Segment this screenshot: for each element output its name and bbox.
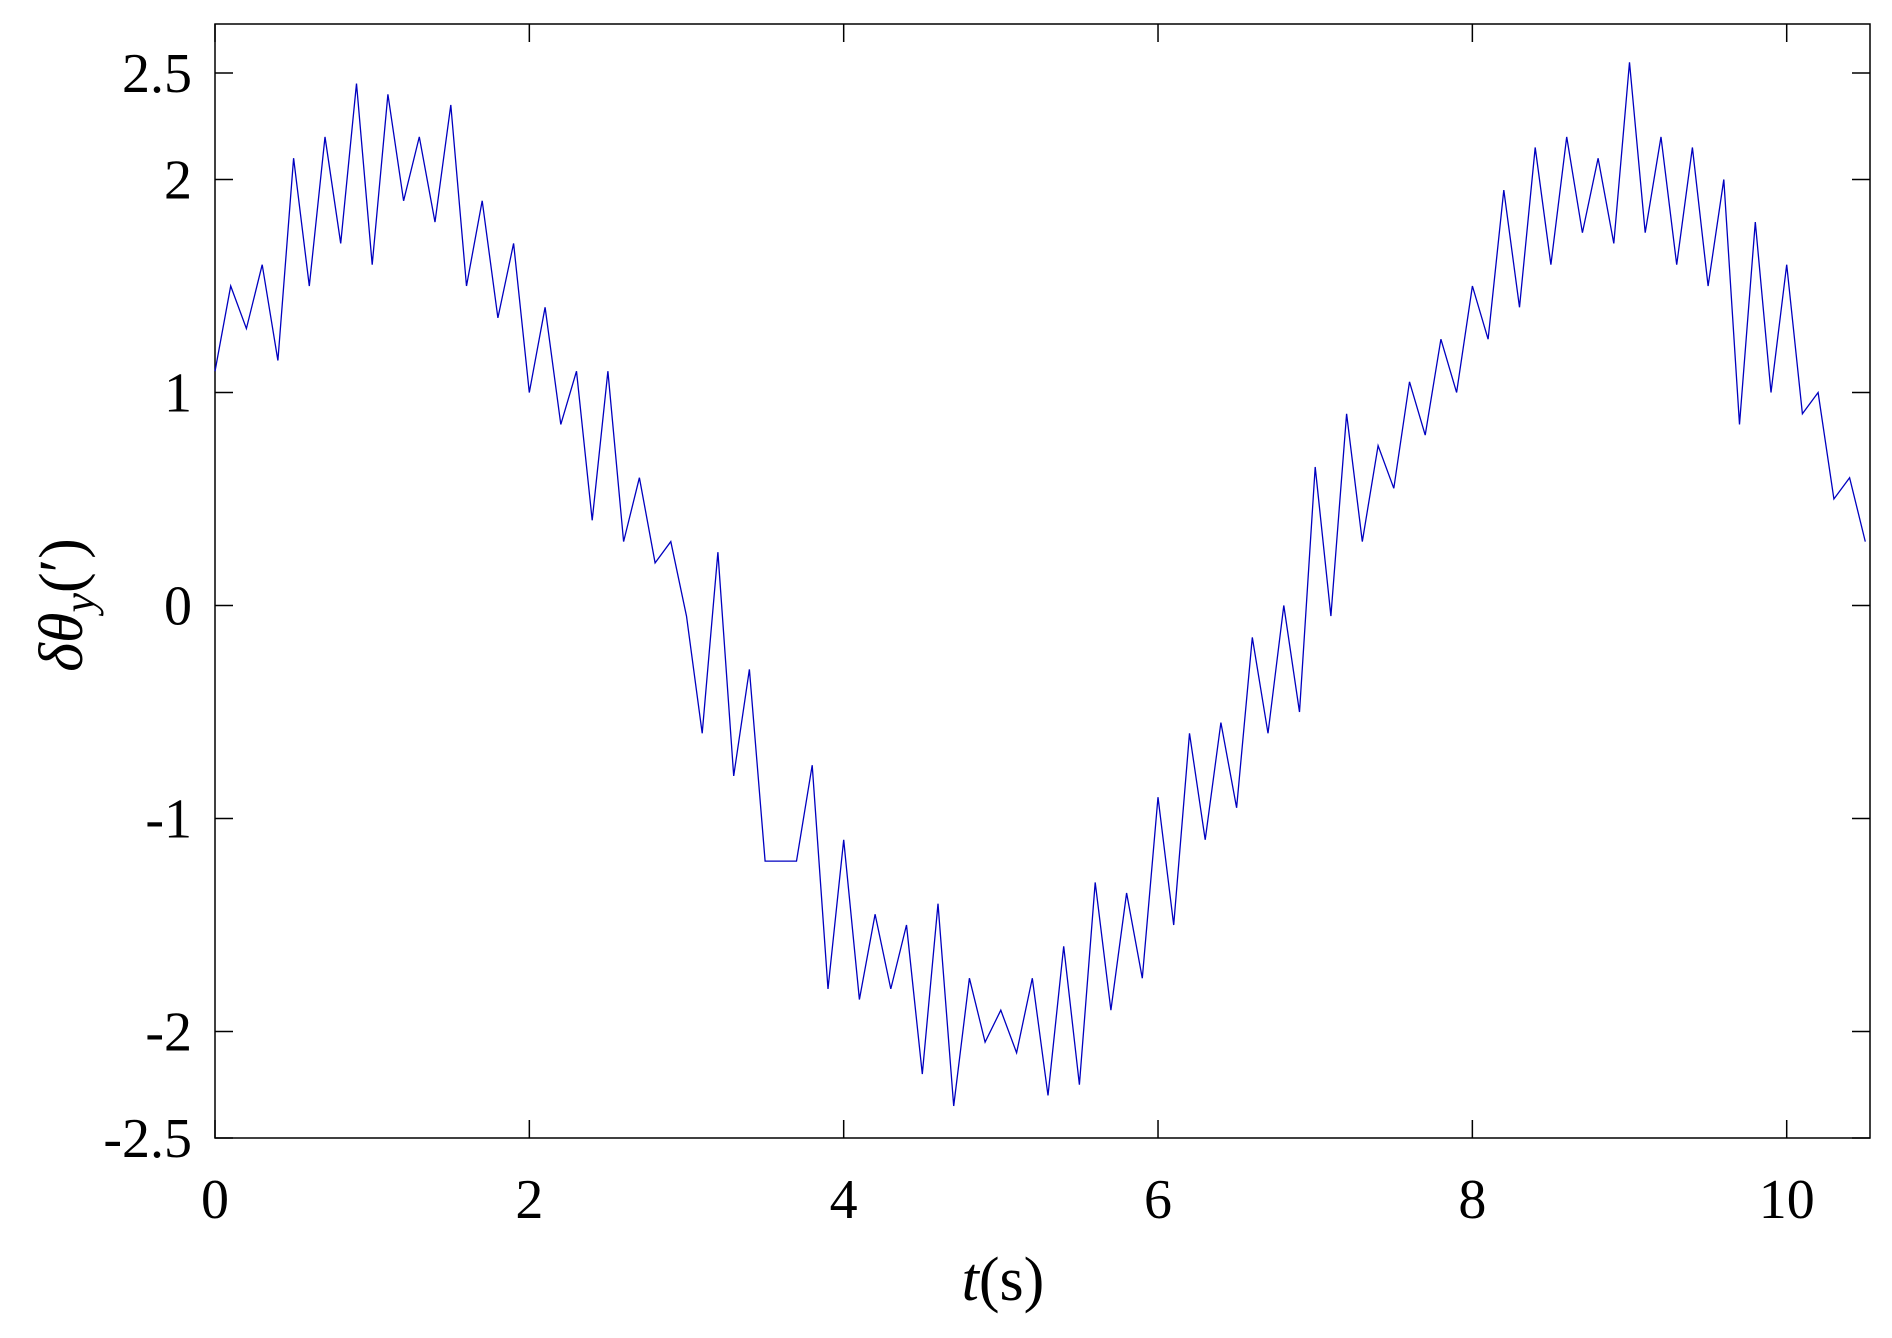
y-tick-label: 1 [164, 362, 192, 424]
y-tick-label: 2 [164, 149, 192, 211]
y-label-unit: (′) [28, 538, 96, 593]
x-tick-label: 6 [1144, 1169, 1172, 1231]
data-line [214, 62, 1866, 1107]
x-label-unit: (s) [979, 1246, 1044, 1314]
x-tick-label: 10 [1759, 1169, 1815, 1231]
y-label-main: δθ [28, 613, 96, 672]
plot-frame [214, 23, 1871, 1139]
y-tick-label: -1 [145, 788, 192, 850]
y-label-sub: y [55, 593, 104, 617]
x-label-var: t [962, 1246, 981, 1314]
y-tick-label: 2.5 [122, 43, 192, 105]
y-tick-label: 0 [164, 575, 192, 637]
x-axis-label: t(s) [962, 1246, 1045, 1314]
x-tick-label: 2 [515, 1169, 543, 1231]
x-tick-label: 8 [1458, 1169, 1486, 1231]
y-tick-label: -2 [145, 1001, 192, 1063]
y-tick-label: -2.5 [103, 1108, 192, 1170]
x-tick-label: 0 [201, 1169, 229, 1231]
x-tick-label: 4 [830, 1169, 858, 1231]
y-axis-label: δθy(′) [28, 538, 104, 672]
